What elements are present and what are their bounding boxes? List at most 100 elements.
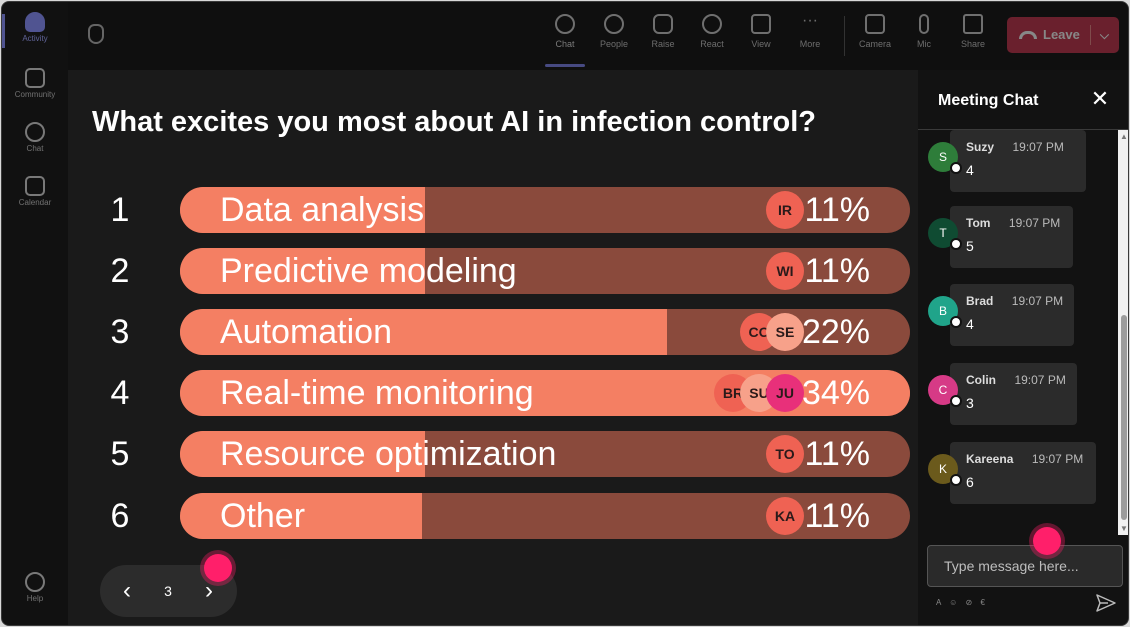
option-number: 3 — [110, 313, 130, 351]
poll-option-row: 3 Automation SE CO 22% — [102, 309, 912, 355]
chevron-down-icon[interactable]: ⌵ — [1099, 28, 1109, 42]
option-number: 1 — [110, 191, 130, 229]
option-label: Other — [220, 497, 306, 535]
toolbar-react-button[interactable]: React — [689, 14, 735, 49]
toolbar-separator — [844, 16, 845, 56]
camera-icon — [865, 14, 885, 34]
message-author: Colin — [966, 373, 996, 387]
page-number: 3 — [164, 583, 172, 599]
message-author: Brad — [966, 294, 994, 308]
bell-icon — [25, 12, 45, 32]
message-text: 4 — [966, 162, 974, 178]
voter-avatar: KA — [766, 497, 804, 535]
poll-option-row: 5 Resource optimization TO 11% — [102, 431, 912, 477]
voter-avatar: IR — [766, 191, 804, 229]
option-bar-fill — [180, 309, 667, 355]
option-percent: 11% — [804, 497, 870, 535]
leave-button[interactable]: Leave ⌵ — [1007, 17, 1119, 53]
people-icon — [604, 14, 624, 34]
option-bar: Automation SE CO 22% — [180, 309, 910, 355]
option-percent: 11% — [804, 435, 870, 473]
toolbar-view-button[interactable]: View — [738, 14, 784, 49]
attach-icon[interactable]: ⊘ — [965, 598, 976, 607]
voter-avatar: SE — [766, 313, 804, 351]
poll-option-row: 1 Data analysis IR 11% — [102, 187, 912, 233]
chat-header: Meeting Chat ✕ — [918, 70, 1128, 130]
message-bubble: Tom 19:07 PM 5 — [950, 206, 1073, 268]
option-bar-fill — [180, 187, 425, 233]
close-icon[interactable]: ✕ — [1090, 86, 1110, 111]
scroll-up-arrow-icon[interactable]: ▲ — [1120, 132, 1128, 141]
presence-status-icon — [950, 395, 962, 407]
toolbar-chat-button[interactable]: Chat — [542, 14, 588, 49]
option-label: Automation — [220, 313, 392, 351]
message-time: 19:07 PM — [1031, 452, 1084, 466]
option-bar: Real-time monitoring JU SU BR 34% — [180, 370, 910, 416]
chevron-left-icon[interactable]: ‹ — [123, 577, 131, 604]
emoji-icon[interactable]: ☺ — [949, 598, 961, 607]
option-percent: 11% — [804, 252, 870, 290]
rail-item-help[interactable]: Help — [2, 572, 68, 603]
message-author: Kareena — [966, 452, 1014, 466]
poll-option-row: 6 Other KA 11% — [102, 493, 912, 539]
presence-status-icon — [950, 162, 962, 174]
send-icon[interactable] — [1096, 594, 1116, 612]
chat-message-input[interactable] — [927, 545, 1123, 587]
message-bubble: Brad 19:07 PM 4 — [950, 284, 1074, 346]
meeting-chat-panel: Meeting Chat ✕ Suzy 19:07 PM 4 S Tom 19:… — [918, 70, 1128, 625]
avatar[interactable]: C — [928, 375, 958, 405]
hand-icon — [653, 14, 673, 34]
toolbar-more-button[interactable]: ··· More — [799, 12, 821, 50]
chat-icon — [555, 14, 575, 34]
help-icon — [25, 572, 45, 592]
option-label: Predictive modeling — [220, 252, 517, 290]
calendar-icon — [25, 176, 45, 196]
toolbar-raise-button[interactable]: Raise — [640, 14, 686, 49]
toolbar-mic-button[interactable]: Mic — [901, 14, 947, 49]
scrollbar-thumb[interactable] — [1121, 315, 1127, 520]
voter-avatars: JU SU BR — [714, 374, 804, 412]
rail-item-chat[interactable]: Chat — [2, 122, 68, 153]
presence-status-icon — [950, 238, 962, 250]
option-bar: Predictive modeling WI 11% — [180, 248, 910, 294]
toolbar-people-button[interactable]: People — [591, 14, 637, 49]
option-label: Real-time monitoring — [220, 374, 534, 412]
more-icon: ··· — [802, 12, 818, 29]
option-percent: 34% — [801, 374, 870, 412]
message-bubble: Kareena 19:07 PM 6 — [950, 442, 1096, 504]
pointer-highlight — [204, 554, 232, 582]
option-percent: 11% — [804, 191, 870, 229]
rail-active-indicator — [2, 14, 5, 48]
option-bar-fill — [180, 431, 425, 477]
gif-icon[interactable]: € — [980, 598, 988, 607]
option-bar: Other KA 11% — [180, 493, 910, 539]
chevron-right-icon[interactable]: › — [205, 577, 213, 604]
format-icon[interactable]: A — [936, 598, 944, 607]
option-bar-fill — [180, 248, 425, 294]
option-percent: 22% — [801, 313, 870, 351]
leave-split-divider — [1090, 25, 1091, 45]
voter-avatar: TO — [766, 435, 804, 473]
poll-option-row: 4 Real-time monitoring JU SU BR 34% — [102, 370, 912, 416]
voter-avatar: WI — [766, 252, 804, 290]
message-text: 3 — [966, 395, 974, 411]
toolbar-share-button[interactable]: Share — [950, 14, 996, 49]
message-time: 19:07 PM — [1008, 216, 1061, 230]
option-label: Data analysis — [220, 191, 425, 229]
message-time: 19:07 PM — [1014, 373, 1066, 387]
toolbar-camera-button[interactable]: Camera — [852, 14, 898, 49]
chat-title: Meeting Chat — [938, 92, 1039, 109]
shield-icon[interactable] — [88, 24, 104, 44]
option-number: 5 — [110, 435, 130, 473]
message-bubble: Suzy 19:07 PM 4 — [950, 130, 1086, 192]
chat-scrollbar[interactable]: ▲ ▼ — [1118, 130, 1128, 535]
voter-avatar: JU — [766, 374, 804, 412]
message-bubble: Colin 19:07 PM 3 — [950, 363, 1077, 425]
voter-avatars: KA — [766, 497, 804, 535]
pointer-highlight — [1033, 527, 1061, 555]
rail-item-activity[interactable]: Activity — [2, 12, 68, 43]
rail-item-community[interactable]: Community — [2, 68, 68, 99]
scroll-down-arrow-icon[interactable]: ▼ — [1120, 524, 1128, 533]
rail-item-calendar[interactable]: Calendar — [2, 176, 68, 207]
message-time: 19:07 PM — [1012, 140, 1064, 154]
